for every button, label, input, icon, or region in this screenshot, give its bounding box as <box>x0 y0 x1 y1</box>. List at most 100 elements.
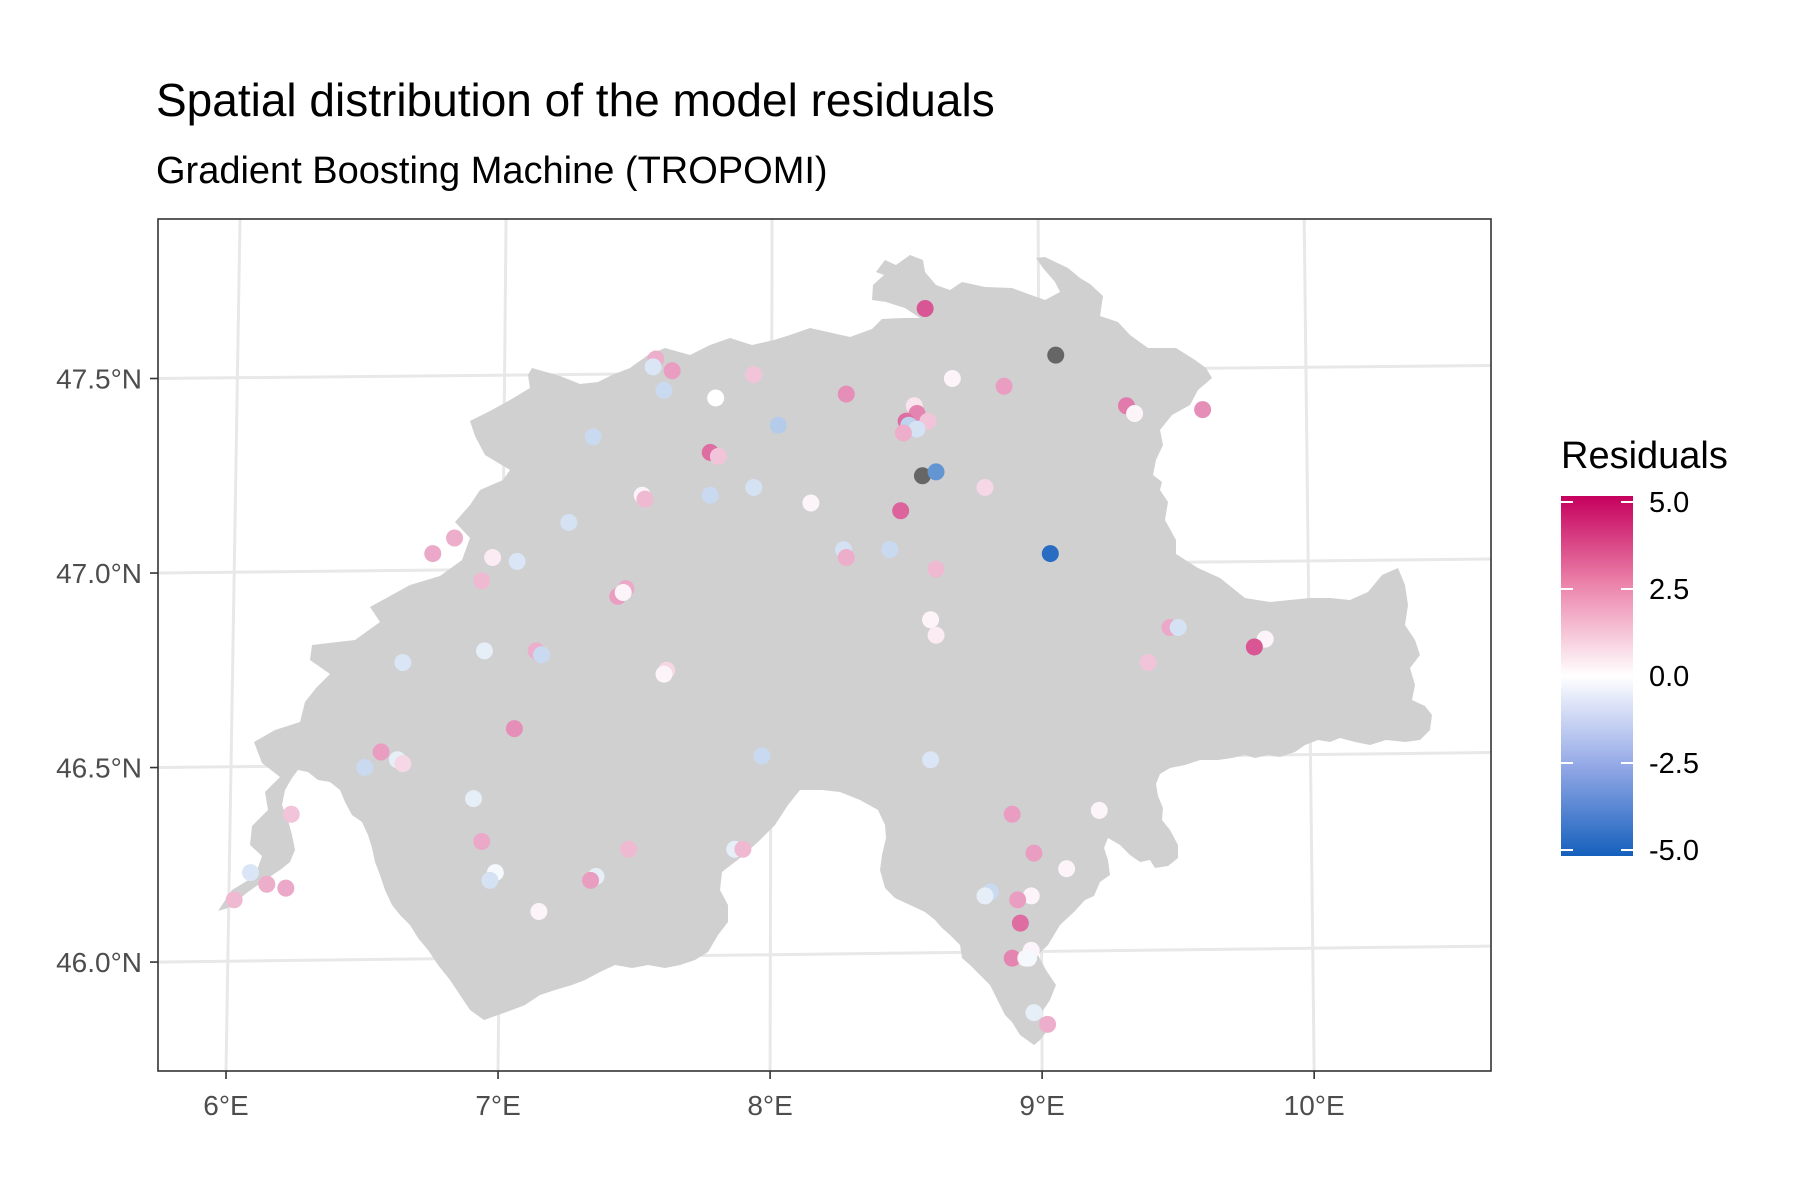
chart-title: Spatial distribution of the model residu… <box>156 74 995 126</box>
station-point <box>1003 805 1021 823</box>
station-point <box>1003 949 1021 967</box>
chart-subtitle: Gradient Boosting Machine (TROPOMI) <box>156 150 828 192</box>
station-point <box>277 879 295 897</box>
station-point <box>533 646 551 664</box>
station-point <box>976 478 994 496</box>
station-point <box>481 871 499 889</box>
station-point <box>769 416 787 434</box>
x-tick-label: 6°E <box>203 1090 248 1121</box>
station-point <box>446 529 464 547</box>
station-point <box>1011 914 1029 932</box>
station-point <box>976 887 994 905</box>
station-point <box>701 486 719 504</box>
station-point <box>753 747 771 765</box>
station-point <box>1020 949 1038 967</box>
legend-tick-label: -2.5 <box>1649 748 1699 780</box>
meridian-line <box>224 219 242 1071</box>
station-point <box>707 389 725 407</box>
station-point <box>709 447 727 465</box>
station-point <box>394 654 412 672</box>
station-point <box>584 428 602 446</box>
station-point <box>465 790 483 808</box>
x-tick-label: 9°E <box>1019 1090 1064 1121</box>
station-point <box>225 891 243 909</box>
station-point <box>1058 860 1076 878</box>
station-point <box>356 759 374 777</box>
station-point <box>258 875 276 893</box>
station-point <box>620 840 638 858</box>
station-point <box>1169 618 1187 636</box>
legend-ticks: 5.0 2.5 0.0 -2.5 -5.0 <box>1561 487 1699 867</box>
legend-tick-label: -5.0 <box>1649 835 1699 867</box>
station-point <box>655 665 673 683</box>
y-tick-label: 46.5°N <box>56 753 142 784</box>
station-point <box>894 424 912 442</box>
legend-tick-label: 2.5 <box>1649 574 1689 606</box>
station-point <box>1022 887 1040 905</box>
station-point <box>922 611 940 629</box>
legend: Residuals 5.0 2.5 0.0 -2.5 -5.0 <box>1561 435 1728 867</box>
y-axis: 46.0°N 46.5°N 47.0°N 47.5°N <box>56 364 158 978</box>
station-point <box>636 490 654 508</box>
station-point <box>1009 891 1027 909</box>
y-tick-label: 47.0°N <box>56 558 142 589</box>
station-point <box>881 541 899 559</box>
legend-title: Residuals <box>1561 435 1728 477</box>
station-point <box>484 548 502 566</box>
station-point <box>1194 401 1212 419</box>
station-point <box>837 548 855 566</box>
station-point <box>745 366 763 384</box>
x-axis: 6°E 7°E 8°E 9°E 10°E <box>203 1071 1345 1121</box>
station-point <box>745 478 763 496</box>
station-point <box>644 358 662 376</box>
parallel-line <box>158 944 1491 964</box>
switzerland-land <box>218 255 1432 1045</box>
station-point <box>424 545 442 563</box>
station-point <box>1025 1004 1043 1022</box>
x-tick-label: 10°E <box>1284 1090 1345 1121</box>
x-tick-label: 7°E <box>475 1090 520 1121</box>
station-point <box>892 502 910 520</box>
station-point <box>282 805 300 823</box>
station-point <box>663 362 681 380</box>
station-point <box>943 370 961 388</box>
station-point <box>1025 844 1043 862</box>
panel-border <box>157 218 1492 1072</box>
station-point <box>475 642 493 660</box>
station-point <box>1245 638 1263 656</box>
station-point <box>922 751 940 769</box>
station-point <box>927 626 945 644</box>
station-point <box>372 743 390 761</box>
station-point <box>582 871 600 889</box>
x-tick-label: 8°E <box>747 1090 792 1121</box>
station-point <box>473 572 491 590</box>
station-point <box>505 720 523 738</box>
station-point <box>1039 1015 1057 1033</box>
station-point <box>802 494 820 512</box>
station-point <box>655 381 673 399</box>
station-point <box>1090 801 1108 819</box>
map-panel <box>157 218 1492 1072</box>
station-point <box>916 299 934 317</box>
station-point <box>995 377 1013 395</box>
station-point <box>913 467 931 485</box>
station-point <box>508 552 526 570</box>
station-point <box>1041 545 1059 563</box>
station-point <box>560 513 578 531</box>
station-point <box>614 583 632 601</box>
station-points <box>225 299 1274 1033</box>
station-point <box>530 902 548 920</box>
legend-tick-label: 0.0 <box>1649 661 1689 693</box>
station-point <box>734 840 752 858</box>
station-point <box>241 864 259 882</box>
legend-tick-label: 5.0 <box>1649 487 1689 519</box>
station-point <box>1047 346 1065 364</box>
station-point <box>394 755 412 773</box>
station-point <box>927 463 945 481</box>
station-point <box>837 385 855 403</box>
station-point <box>1139 654 1157 672</box>
station-point <box>908 420 926 438</box>
station-point <box>927 560 945 578</box>
station-point <box>473 832 491 850</box>
